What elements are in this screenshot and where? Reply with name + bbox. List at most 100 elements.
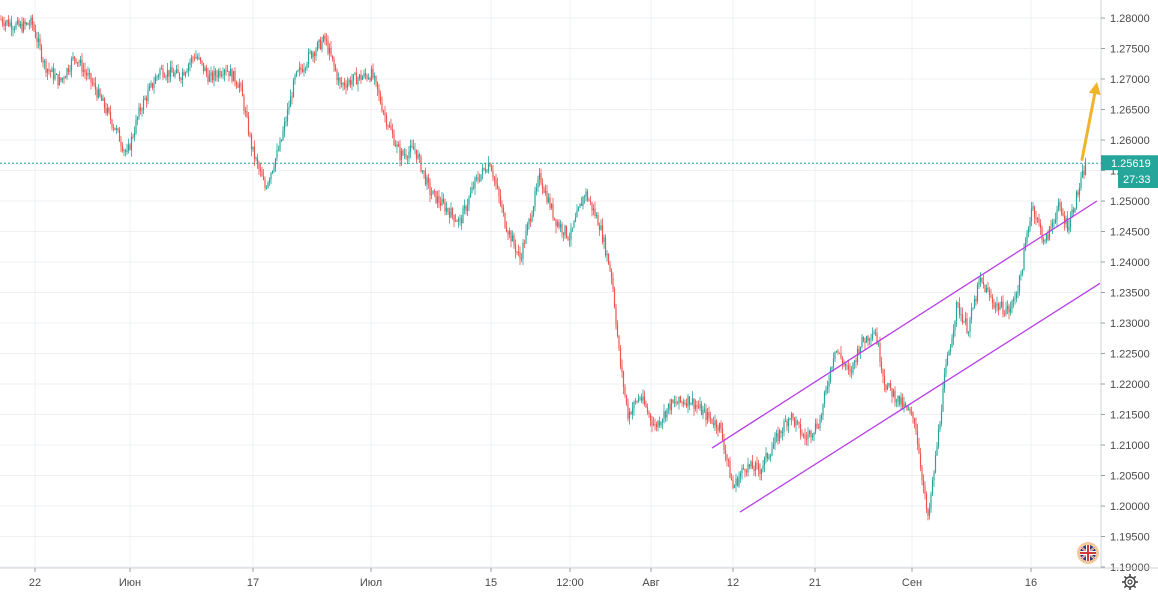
channel-lower-line[interactable] [739,282,1101,513]
candle-body [406,157,409,159]
candle-body [795,420,797,426]
candle-body [610,270,613,278]
x-tick-label: Июл [360,577,382,589]
candle-body [226,71,229,72]
candle-body [708,412,710,418]
candle-body [570,228,572,240]
price-axis[interactable]: 1.280001.275001.270001.265001.260001.255… [1101,13,1150,574]
candle-body [544,190,547,193]
candle-body [55,74,58,75]
y-tick-label: 1.26500 [1110,105,1150,117]
candle-body [418,154,421,157]
candle-body [918,443,920,454]
candle-body [925,493,928,510]
candle-body [313,52,316,57]
candle-body [1,19,4,24]
candle-body [64,76,67,79]
candle-body [348,79,350,84]
candle-body [514,244,517,252]
candle-body [246,111,248,117]
candle-body [1083,170,1085,176]
candle-body [189,62,191,65]
forecast-arrow-shaft[interactable] [1080,92,1097,162]
forecast-arrow[interactable] [1080,82,1101,162]
candle-body [577,207,580,211]
gear-icon[interactable] [1122,574,1138,590]
candle-body [271,170,274,173]
candle-body [229,69,232,77]
candle-body [121,146,124,151]
candle-body [861,336,863,347]
candle-body [846,365,848,367]
candle-body [739,473,742,478]
candle-body [874,332,877,334]
candle-body [538,173,541,180]
candle-body [441,198,443,206]
candle-body [613,288,616,308]
candle-body [829,368,832,382]
trend-channel[interactable] [711,200,1101,513]
candle-body [187,64,190,71]
candle-body [709,417,712,419]
candle-body [123,150,125,152]
candle-body [118,129,121,142]
candle-body [987,287,989,291]
candle-body [1038,218,1040,224]
candle-body [412,146,415,150]
candle-body [796,420,799,422]
candle-body [706,412,709,420]
candle-body [214,70,217,76]
channel-upper-line[interactable] [711,200,1098,449]
candle-body [726,454,728,460]
candle-body [360,74,362,80]
candle-body [61,77,64,81]
uk-flag-icon[interactable] [1077,542,1099,564]
candle-body [57,74,59,85]
forecast-arrow-head[interactable] [1088,82,1101,95]
candle-body [28,24,31,26]
candle-body [126,150,128,152]
candle-body [183,71,185,76]
candle-body [606,253,608,256]
candle-body [687,396,689,407]
candle-body [942,388,944,412]
candle-body [546,190,548,203]
candle-body [655,424,658,428]
candle-body [414,149,416,151]
time-axis[interactable]: 22 Июн 17 Июл 15 12:00 Авг 12 21 Сен 16 [29,568,1037,589]
candle-body [1063,216,1066,224]
candle-body [430,194,433,196]
candle-body [243,96,245,111]
candle-body [820,415,823,420]
candle-body [543,188,545,193]
candle-body [964,318,967,322]
candle-body [888,382,890,386]
candle-body [969,319,971,332]
candle-body [457,218,460,222]
candle-body [358,74,361,79]
candle-body [87,73,89,76]
candle-body [163,76,166,78]
candle-body [244,110,247,112]
candle-body [867,336,869,341]
candle-body [424,172,427,185]
candle-body [499,196,502,205]
candle-body [321,41,323,50]
candle-body [762,465,764,470]
candle-body [345,85,347,88]
candle-body [793,417,796,426]
candle-body [664,411,667,418]
candle-body [513,235,515,245]
candle-body [946,355,949,365]
candle-body [346,83,349,88]
candle-body [811,435,814,438]
candle-body [519,251,521,260]
candle-body [363,73,365,77]
candle-body [225,70,227,72]
current-price-badge: 1.25619 27:33 [1101,155,1158,188]
candle-body [897,395,899,402]
candle-body [463,206,466,209]
candle-body [504,213,506,228]
candle-body [1029,221,1031,228]
